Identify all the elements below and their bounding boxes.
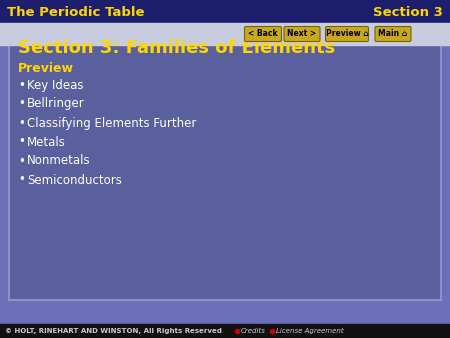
Text: •: •: [18, 78, 25, 92]
Text: •: •: [18, 136, 25, 148]
FancyBboxPatch shape: [375, 26, 411, 42]
Text: •: •: [18, 97, 25, 111]
Bar: [0, 23, 450, 45]
Text: Credits: Credits: [241, 328, 266, 334]
Text: Metals: Metals: [27, 136, 66, 148]
Text: Section 3: Families of Elements: Section 3: Families of Elements: [18, 39, 335, 57]
Text: © HOLT, RINEHART AND WINSTON, All Rights Reserved: © HOLT, RINEHART AND WINSTON, All Rights…: [5, 328, 222, 334]
Text: License Agreement: License Agreement: [276, 328, 344, 334]
FancyBboxPatch shape: [325, 26, 369, 42]
Text: Preview: Preview: [18, 63, 74, 75]
Text: Bellringer: Bellringer: [27, 97, 85, 111]
Text: The Periodic Table: The Periodic Table: [7, 6, 144, 20]
FancyBboxPatch shape: [9, 32, 441, 300]
FancyBboxPatch shape: [284, 26, 320, 42]
Text: Main ⌂: Main ⌂: [378, 29, 408, 39]
FancyBboxPatch shape: [244, 26, 282, 42]
Text: •: •: [18, 173, 25, 187]
Text: Classifying Elements Further: Classifying Elements Further: [27, 117, 196, 129]
Text: Next >: Next >: [288, 29, 316, 39]
Text: < Back: < Back: [248, 29, 278, 39]
Text: Preview ⌂: Preview ⌂: [326, 29, 369, 39]
Bar: [0, 324, 450, 338]
Text: Key Ideas: Key Ideas: [27, 78, 84, 92]
Text: •: •: [18, 154, 25, 168]
Text: Section 3: Section 3: [373, 6, 443, 20]
Bar: [0, 0, 450, 26]
Text: Semiconductors: Semiconductors: [27, 173, 122, 187]
Text: Nonmetals: Nonmetals: [27, 154, 90, 168]
Text: •: •: [18, 117, 25, 129]
